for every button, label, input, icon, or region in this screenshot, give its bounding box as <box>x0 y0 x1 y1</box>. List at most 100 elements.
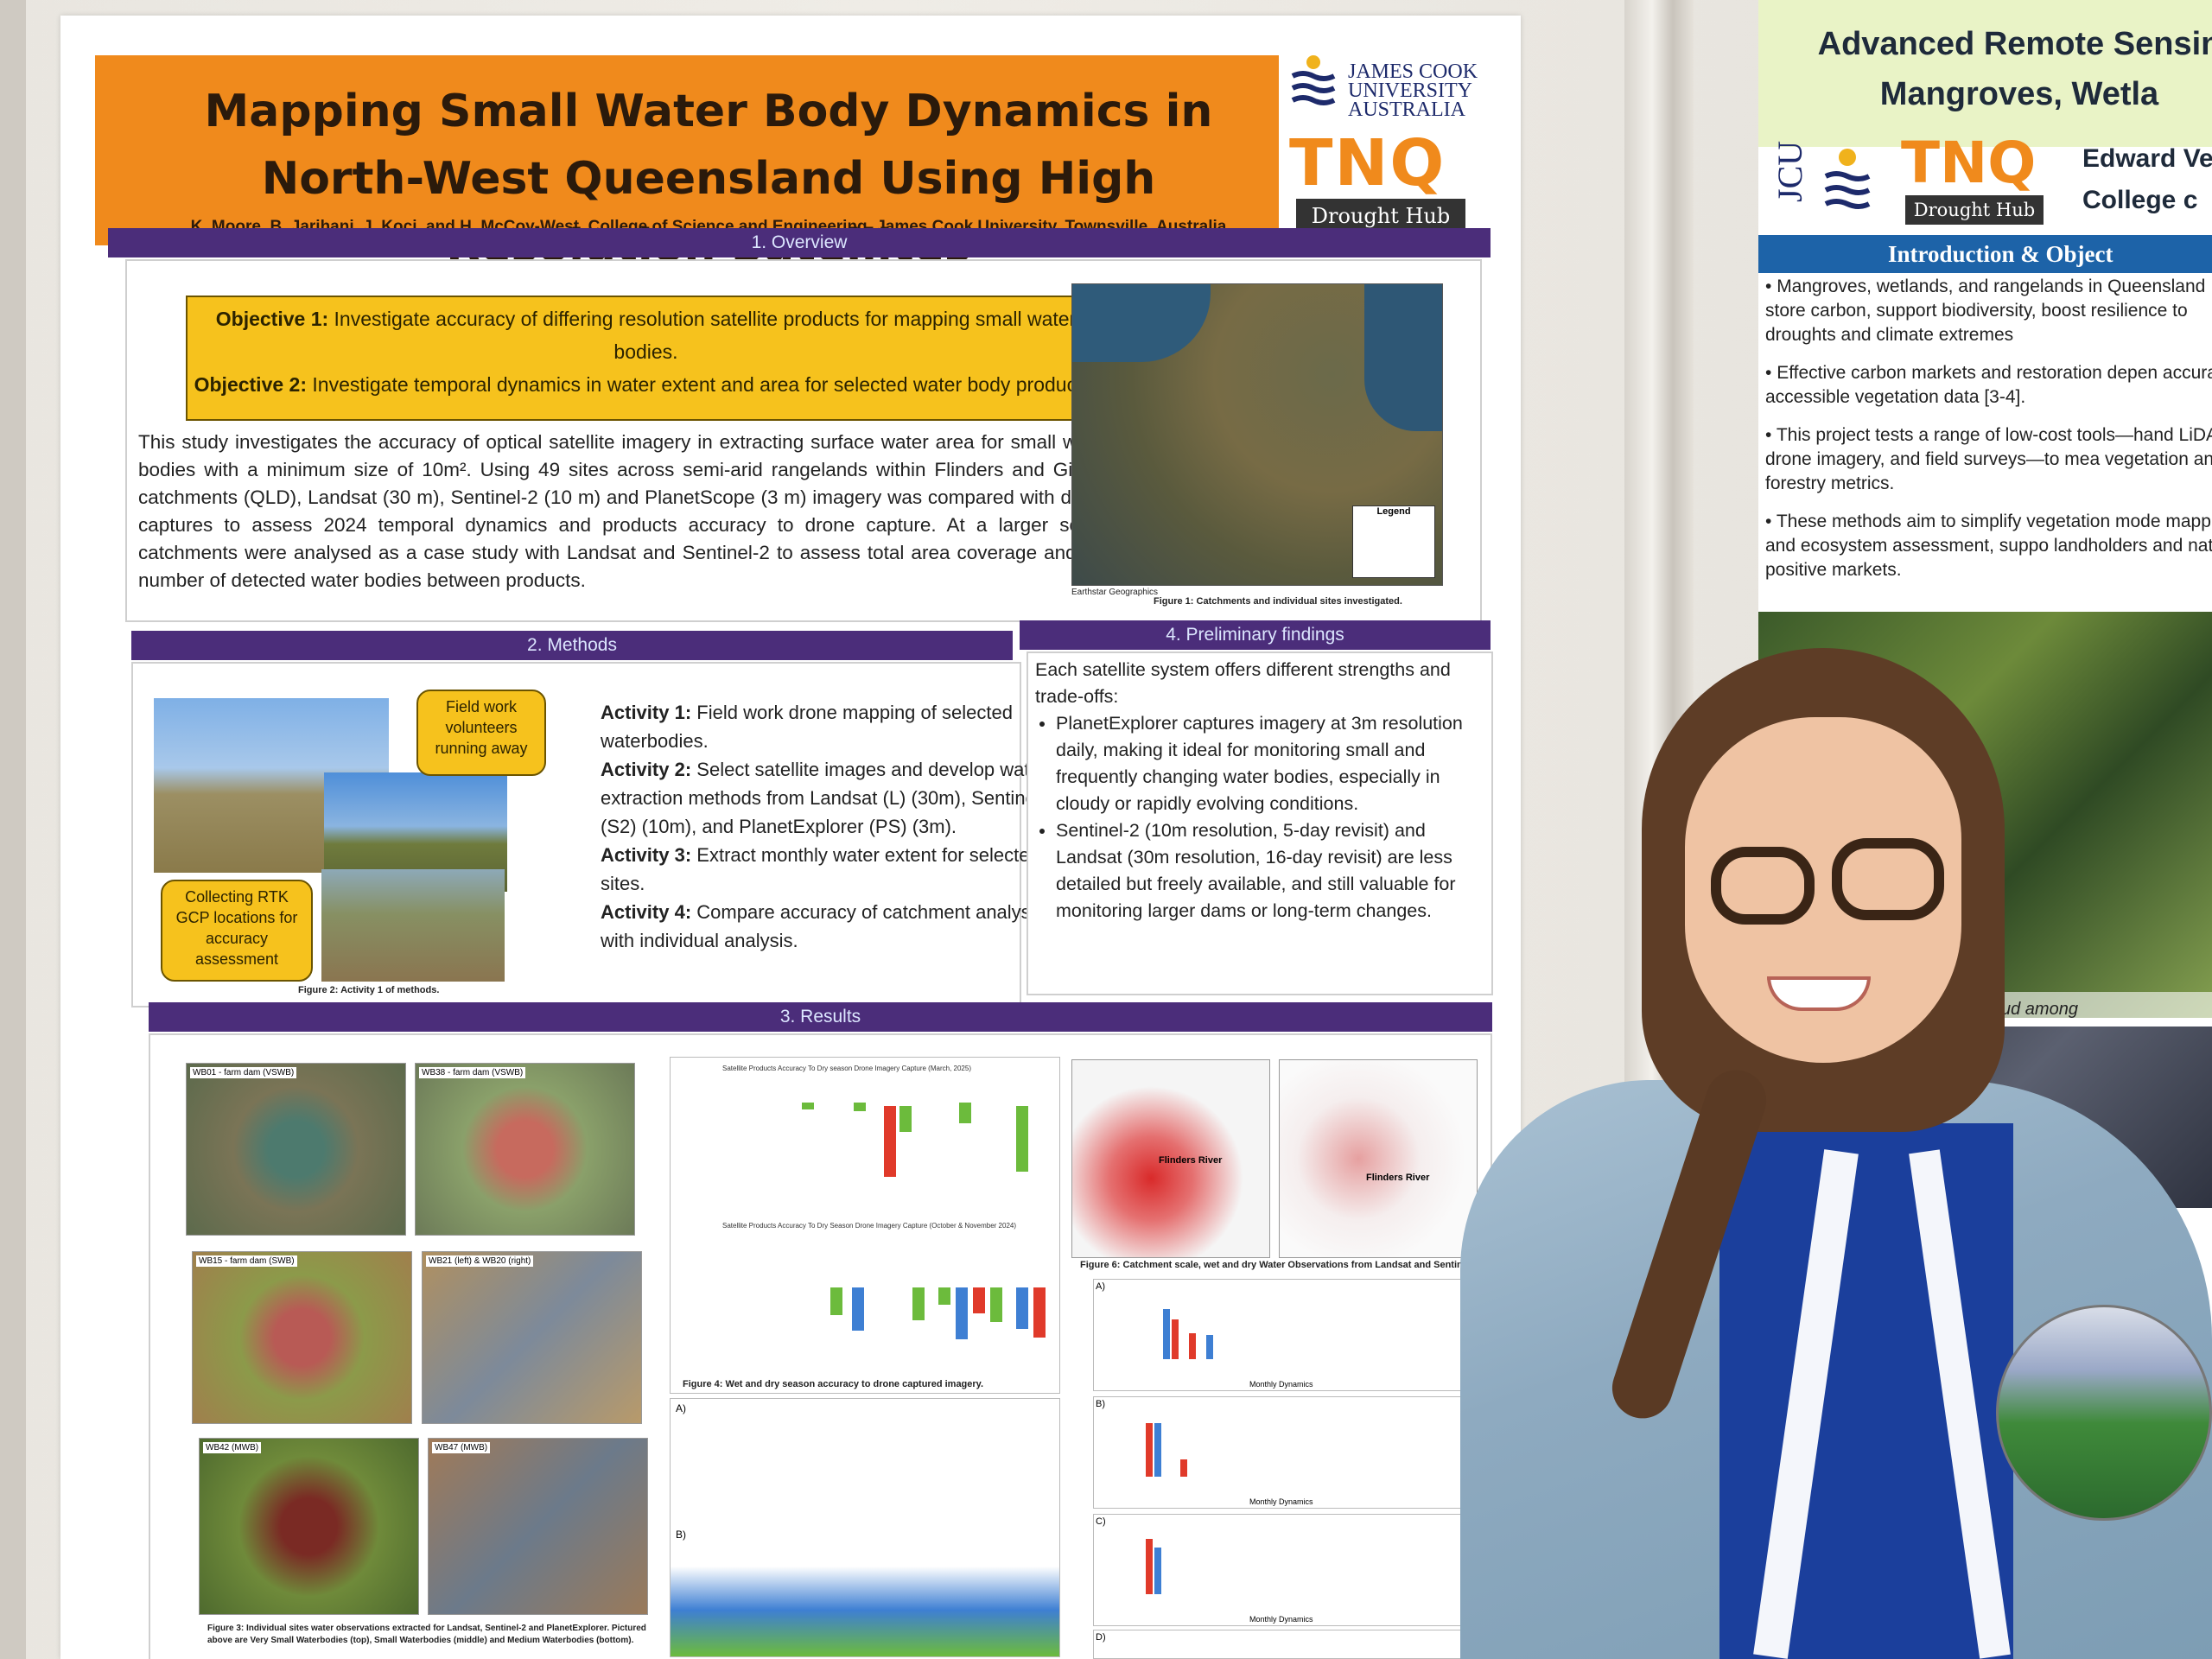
chart-bar <box>938 1287 950 1305</box>
panel-letter: B) <box>1096 1399 1105 1409</box>
map-coast <box>1364 284 1442 431</box>
presenter <box>1460 631 2212 1659</box>
drought-hub-tag: Drought Hub <box>1296 199 1465 233</box>
activity3-text: Extract monthly water extent for selecte… <box>601 844 1040 894</box>
overview-paragraph: This study investigates the accuracy of … <box>138 431 1110 591</box>
site-tile-wb15: WB15 - farm dam (SWB) <box>192 1251 412 1424</box>
figure2-caption: Figure 2: Activity 1 of methods. <box>298 985 440 995</box>
site-label: WB38 - farm dam (VSWB) <box>419 1067 526 1078</box>
methods-activities: Activity 1: Field work drone mapping of … <box>601 698 1067 955</box>
objective2-text: Investigate temporal dynamics in water e… <box>312 373 1098 396</box>
accuracy-chart-title-wet: Satellite Products Accuracy To Dry Seaso… <box>722 1222 1017 1230</box>
chart-bar <box>973 1287 985 1313</box>
monthly-chart-c: C) Monthly Dynamics <box>1093 1514 1482 1626</box>
monthly-chart-b: B) Monthly Dynamics <box>1093 1396 1482 1509</box>
monthly-axis-label: Monthly Dynamics <box>1249 1497 1313 1506</box>
jcu-crest-icon <box>1291 55 1336 105</box>
site-tile-wb38: WB38 - farm dam (VSWB) <box>415 1063 635 1236</box>
monthly-axis-label: Monthly Dynamics <box>1249 1380 1313 1389</box>
site-label: WB21 (left) & WB20 (right) <box>426 1255 534 1267</box>
objective1-label: Objective 1: <box>215 308 329 330</box>
poster2-college: College c <box>2082 186 2198 214</box>
poster2-bullet: • This project tests a range of low-cost… <box>1765 423 2212 496</box>
map-source: Earthstar Geographics <box>1071 588 1159 597</box>
activity2-label: Activity 2: <box>601 759 692 780</box>
site-label: WB01 - farm dam (VSWB) <box>190 1067 297 1078</box>
tnq-logo: TNQ <box>1289 126 1446 200</box>
map-legend-title: Legend <box>1376 506 1411 517</box>
poster2-bullet: • These methods aim to simplify vegetati… <box>1765 510 2212 582</box>
chart-bar <box>884 1106 896 1177</box>
chart-bar <box>959 1103 971 1123</box>
chart-bar <box>899 1106 912 1132</box>
poster2-author-name: Edward Ve <box>2082 144 2212 173</box>
chart-bar <box>802 1103 814 1109</box>
findings-box <box>1027 652 1493 995</box>
activity4-label: Activity 4: <box>601 901 692 923</box>
smile <box>1767 976 1871 1011</box>
section-header-methods: 2. Methods <box>131 631 1013 660</box>
figure6-caption: Figure 6: Catchment scale, wet and dry W… <box>1080 1260 1482 1270</box>
poster2-bullet: • Mangroves, wetlands, and rangelands in… <box>1765 276 2206 345</box>
site-tile-wb01: WB01 - farm dam (VSWB) <box>186 1063 406 1236</box>
map-legend: Legend <box>1352 505 1435 578</box>
poster2-bullet: • Effective carbon markets and restorati… <box>1765 361 2212 410</box>
chart-bar <box>1146 1539 1153 1594</box>
display-board-edge <box>0 0 26 1659</box>
river-label: Flinders River <box>1159 1155 1223 1166</box>
section-header-results: 3. Results <box>149 1002 1492 1032</box>
objective2-label: Objective 2: <box>194 373 307 396</box>
jcu-logo: JAMES COOK UNIVERSITY AUSTRALIA <box>1287 52 1486 130</box>
embroidered-patch <box>1996 1305 2212 1521</box>
poster2-title-bar: Advanced Remote Sensin Mangroves, Wetla <box>1758 0 2212 147</box>
chart-bar <box>852 1287 864 1331</box>
panel-letter: B) <box>676 1529 686 1541</box>
catchment-map: Legend <box>1071 283 1443 586</box>
bullet-text: These methods aim to simplify vegetation… <box>1765 512 2212 580</box>
objectives-box: Objective 1: Investigate accuracy of dif… <box>186 296 1106 421</box>
chart-bar <box>1180 1459 1187 1477</box>
activity1-label: Activity 1: <box>601 702 692 723</box>
chart-bar <box>912 1287 925 1320</box>
site-label: WB47 (MWB) <box>432 1442 491 1453</box>
chart-bar <box>1163 1309 1170 1359</box>
activity4-text: Compare accuracy of catchment analysis w… <box>601 901 1045 951</box>
chart-bar <box>1189 1333 1196 1359</box>
catchment-map-wet: Flinders River <box>1071 1059 1270 1258</box>
poster2-title: Advanced Remote Sensin Mangroves, Wetla <box>1795 19 2212 119</box>
monthly-axis-label: Monthly Dynamics <box>1249 1615 1313 1624</box>
section-header-findings: 4. Preliminary findings <box>1020 620 1491 650</box>
chart-bar <box>990 1287 1002 1322</box>
water-area-timeseries: A) B) <box>670 1398 1060 1657</box>
findings-intro: Each satellite system offers different s… <box>1035 659 1451 707</box>
chart-bar <box>956 1287 968 1339</box>
poster-title-bar: Mapping Small Water Body Dynamics in Nor… <box>95 55 1279 272</box>
chart-bar <box>1154 1423 1161 1477</box>
chart-bar <box>1016 1287 1028 1329</box>
poster2-tnq-logo: TNQ <box>1901 130 2037 196</box>
field-photo-vehicle <box>321 869 505 982</box>
poster2-jcu-logo: JCU <box>1765 138 1895 225</box>
site-tile-wb21-wb20: WB21 (left) & WB20 (right) <box>422 1251 642 1424</box>
bullet-text: Effective carbon markets and restoration… <box>1765 363 2212 407</box>
site-tile-wb47: WB47 (MWB) <box>428 1438 648 1615</box>
accuracy-charts-panel: Satellite Products Accuracy To Dry seaso… <box>670 1057 1060 1394</box>
panel-letter: A) <box>676 1402 686 1414</box>
finding-planetexplorer: PlanetExplorer captures imagery at 3m re… <box>1056 710 1493 817</box>
chart-bar <box>1206 1335 1213 1359</box>
river-label: Flinders River <box>1366 1173 1430 1183</box>
panel-letter: A) <box>1096 1281 1105 1292</box>
monthly-chart-a: A) Monthly Dynamics <box>1093 1279 1482 1391</box>
monthly-chart-d: D) <box>1093 1630 1482 1659</box>
glasses-icon <box>1711 847 1815 925</box>
note-volunteers: Field work volunteers running away <box>416 690 546 776</box>
poster2-intro-text: • Mangroves, wetlands, and rangelands in… <box>1765 275 2212 596</box>
bullet-text: Mangroves, wetlands, and rangelands in Q… <box>1765 276 2206 345</box>
bullet-text: This project tests a range of low-cost t… <box>1765 425 2212 493</box>
panel-letter: C) <box>1096 1516 1106 1527</box>
activity1-text: Field work drone mapping of selected wat… <box>601 702 1013 752</box>
jcu-crest-icon: JCU <box>1770 141 1871 209</box>
jcu-wordmark: JAMES COOK UNIVERSITY AUSTRALIA <box>1348 60 1478 121</box>
poster2-title-line2: Mangroves, Wetla <box>1879 76 2159 112</box>
figure1-caption: Figure 1: Catchments and individual site… <box>1154 596 1402 607</box>
